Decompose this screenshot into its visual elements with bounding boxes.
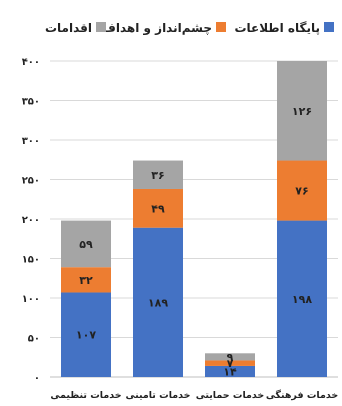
data-label: ۵۹ xyxy=(79,238,93,251)
y-tick-label: ۳۰۰ xyxy=(22,136,40,147)
y-tick-label: ۳۵۰ xyxy=(22,97,40,108)
y-tick-label: ۰ xyxy=(34,373,40,384)
y-axis: ۰ ۵۰ ۱۰۰ ۱۵۰ ۲۰۰ ۲۵۰ ۳۰۰ ۳۵۰ ۴۰۰ xyxy=(22,57,40,384)
data-label: ۱۴ xyxy=(223,365,237,378)
y-tick-label: ۲۵۰ xyxy=(22,176,40,187)
x-tick-label: خدمات تنظیمی xyxy=(50,390,121,401)
x-tick-label: خدمات تامینی xyxy=(125,390,190,401)
bar-segment xyxy=(205,365,255,377)
bar-segment xyxy=(277,220,327,377)
data-label: ۱۸۹ xyxy=(148,296,168,309)
legend-swatch xyxy=(216,22,226,32)
legend-label: پایگاه اطلاعات xyxy=(234,21,320,35)
bar-segment xyxy=(61,292,111,377)
x-tick-label: خدمات حمایتی xyxy=(196,390,264,401)
bar-segment xyxy=(133,188,183,228)
y-tick-label: ۲۰۰ xyxy=(22,215,40,226)
legend: پایگاه اطلاعات چشم‌انداز و اهداف اقدامات xyxy=(45,21,334,36)
legend-label: چشم‌انداز و اهداف xyxy=(102,21,212,36)
bar-segment xyxy=(205,353,255,361)
legend-swatch xyxy=(96,22,106,32)
y-tick-label: ۵۰ xyxy=(28,334,40,345)
legend-swatch xyxy=(324,22,334,32)
bar-segment xyxy=(133,227,183,377)
bar-segment xyxy=(61,267,111,293)
data-label: ۹ xyxy=(227,351,234,364)
y-tick-label: ۱۰۰ xyxy=(22,294,40,305)
bar-segment xyxy=(61,220,111,268)
x-tick-label: خدمات فرهنگی xyxy=(266,389,338,401)
data-label: ۳۶ xyxy=(151,169,164,182)
legend-label: اقدامات xyxy=(45,21,92,35)
data-label: ۷۶ xyxy=(295,185,308,198)
data-label: ۱۰۷ xyxy=(76,329,96,342)
data-label: ۳۲ xyxy=(79,274,93,287)
data-label: ۴۹ xyxy=(151,202,165,215)
data-label: ۱۹۸ xyxy=(292,293,312,306)
data-label: ۷ xyxy=(227,357,234,370)
bar-segment xyxy=(133,160,183,189)
y-tick-label: ۴۰۰ xyxy=(22,57,40,68)
data-label: ۱۲۶ xyxy=(292,105,312,118)
bar-segment xyxy=(205,360,255,366)
bar-segment xyxy=(277,160,327,221)
y-tick-label: ۱۵۰ xyxy=(22,255,40,266)
bar-segment xyxy=(277,61,327,161)
